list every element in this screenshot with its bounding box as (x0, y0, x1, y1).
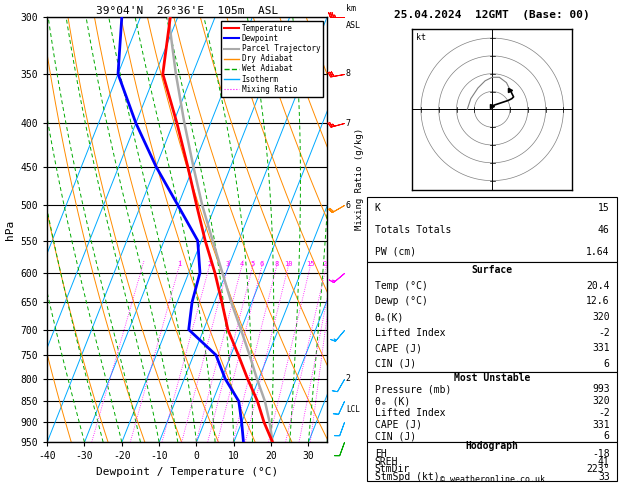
Text: 331: 331 (592, 343, 610, 353)
Legend: Temperature, Dewpoint, Parcel Trajectory, Dry Adiabat, Wet Adiabat, Isotherm, Mi: Temperature, Dewpoint, Parcel Trajectory… (221, 21, 323, 97)
Text: Surface: Surface (472, 265, 513, 275)
Text: Lifted Index: Lifted Index (375, 328, 445, 338)
Text: CIN (J): CIN (J) (375, 432, 416, 441)
Text: SREH: SREH (375, 457, 398, 467)
Text: 33: 33 (598, 472, 610, 482)
Text: -2: -2 (598, 408, 610, 418)
Text: ASL: ASL (346, 21, 361, 30)
X-axis label: Dewpoint / Temperature (°C): Dewpoint / Temperature (°C) (96, 467, 278, 477)
Text: 20: 20 (322, 260, 330, 266)
Text: 6: 6 (604, 359, 610, 369)
Bar (367, 372, 618, 442)
Text: EH: EH (375, 449, 386, 459)
Text: 993: 993 (592, 384, 610, 395)
Text: CAPE (J): CAPE (J) (375, 343, 421, 353)
Text: 4: 4 (240, 260, 244, 266)
Text: km: km (346, 4, 356, 13)
Text: CAPE (J): CAPE (J) (375, 419, 421, 430)
Text: © weatheronline.co.uk: © weatheronline.co.uk (440, 474, 545, 484)
Text: 320: 320 (592, 396, 610, 406)
Text: Temp (°C): Temp (°C) (375, 281, 428, 291)
Text: -2: -2 (598, 328, 610, 338)
Text: Mixing Ratio (g/kg): Mixing Ratio (g/kg) (355, 127, 364, 230)
Text: kt: kt (416, 33, 426, 42)
Text: 8: 8 (346, 69, 351, 78)
Text: Most Unstable: Most Unstable (454, 373, 530, 382)
Text: 5: 5 (250, 260, 255, 266)
Text: PW (cm): PW (cm) (375, 246, 416, 257)
Text: 12.6: 12.6 (586, 296, 610, 307)
Text: 8: 8 (274, 260, 279, 266)
Text: 6: 6 (604, 432, 610, 441)
Text: 46: 46 (598, 225, 610, 235)
Text: Lifted Index: Lifted Index (375, 408, 445, 418)
Text: StmSpd (kt): StmSpd (kt) (375, 472, 439, 482)
Bar (367, 197, 618, 262)
Text: CIN (J): CIN (J) (375, 359, 416, 369)
Text: 41: 41 (598, 457, 610, 467)
Text: θₑ(K): θₑ(K) (375, 312, 404, 322)
Text: Hodograph: Hodograph (465, 441, 519, 451)
Text: 2: 2 (207, 260, 211, 266)
Text: 20.4: 20.4 (586, 281, 610, 291)
Text: Totals Totals: Totals Totals (375, 225, 451, 235)
Text: 25.04.2024  12GMT  (Base: 00): 25.04.2024 12GMT (Base: 00) (394, 10, 590, 20)
Text: 6: 6 (260, 260, 264, 266)
Text: 6: 6 (346, 201, 351, 210)
Text: 3: 3 (226, 260, 230, 266)
Text: 2: 2 (346, 374, 351, 383)
Text: 331: 331 (592, 419, 610, 430)
Text: 10: 10 (284, 260, 292, 266)
Bar (367, 262, 618, 372)
Text: LCL: LCL (346, 405, 360, 414)
Text: StmDir: StmDir (375, 465, 410, 474)
Text: θₑ (K): θₑ (K) (375, 396, 410, 406)
Y-axis label: hPa: hPa (5, 220, 15, 240)
Text: 1: 1 (177, 260, 181, 266)
Text: Pressure (mb): Pressure (mb) (375, 384, 451, 395)
Bar (367, 442, 618, 481)
Text: Dewp (°C): Dewp (°C) (375, 296, 428, 307)
Text: 320: 320 (592, 312, 610, 322)
Text: 15: 15 (598, 203, 610, 213)
Text: K: K (375, 203, 381, 213)
Title: 39°04'N  26°36'E  105m  ASL: 39°04'N 26°36'E 105m ASL (96, 6, 278, 16)
Text: -18: -18 (592, 449, 610, 459)
Text: 1.64: 1.64 (586, 246, 610, 257)
Text: 223°: 223° (586, 465, 610, 474)
Text: 15: 15 (306, 260, 314, 266)
Text: 7: 7 (346, 119, 351, 128)
